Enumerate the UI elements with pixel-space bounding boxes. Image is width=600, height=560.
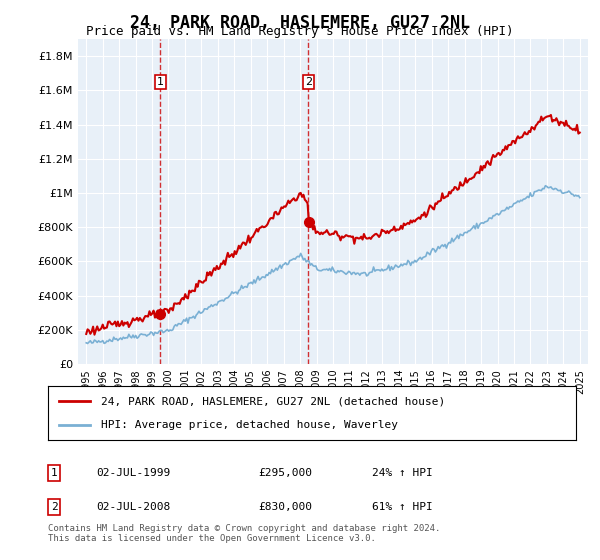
Text: 02-JUL-1999: 02-JUL-1999 bbox=[96, 468, 170, 478]
Text: 24, PARK ROAD, HASLEMERE, GU27 2NL (detached house): 24, PARK ROAD, HASLEMERE, GU27 2NL (deta… bbox=[101, 396, 445, 407]
Text: £830,000: £830,000 bbox=[258, 502, 312, 512]
Text: 24, PARK ROAD, HASLEMERE, GU27 2NL: 24, PARK ROAD, HASLEMERE, GU27 2NL bbox=[130, 14, 470, 32]
Text: 1: 1 bbox=[157, 77, 164, 87]
Text: Price paid vs. HM Land Registry's House Price Index (HPI): Price paid vs. HM Land Registry's House … bbox=[86, 25, 514, 38]
Text: 2: 2 bbox=[50, 502, 58, 512]
Text: £295,000: £295,000 bbox=[258, 468, 312, 478]
Text: 61% ↑ HPI: 61% ↑ HPI bbox=[372, 502, 433, 512]
Text: 24% ↑ HPI: 24% ↑ HPI bbox=[372, 468, 433, 478]
Text: 02-JUL-2008: 02-JUL-2008 bbox=[96, 502, 170, 512]
Text: 2: 2 bbox=[305, 77, 312, 87]
Text: Contains HM Land Registry data © Crown copyright and database right 2024.
This d: Contains HM Land Registry data © Crown c… bbox=[48, 524, 440, 543]
Text: 1: 1 bbox=[50, 468, 58, 478]
Text: HPI: Average price, detached house, Waverley: HPI: Average price, detached house, Wave… bbox=[101, 419, 398, 430]
